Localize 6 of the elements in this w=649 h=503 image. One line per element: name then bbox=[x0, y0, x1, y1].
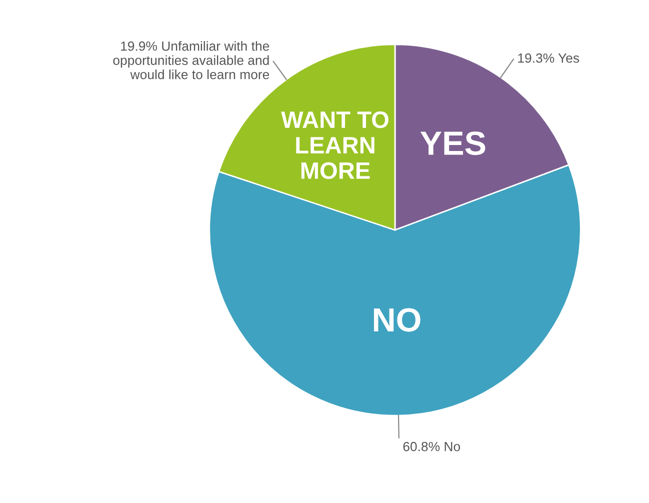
slice-label: NO bbox=[374, 308, 420, 332]
slice-label: YES bbox=[420, 131, 486, 156]
data-label: 19.9% Unfamiliar with the opportunities available and would like to learn more bbox=[113, 41, 270, 80]
data-label: 60.8% No bbox=[403, 442, 460, 452]
slice-label: WANT TO LEARN MORE bbox=[281, 111, 388, 179]
data-label: 19.3% Yes bbox=[518, 53, 580, 63]
